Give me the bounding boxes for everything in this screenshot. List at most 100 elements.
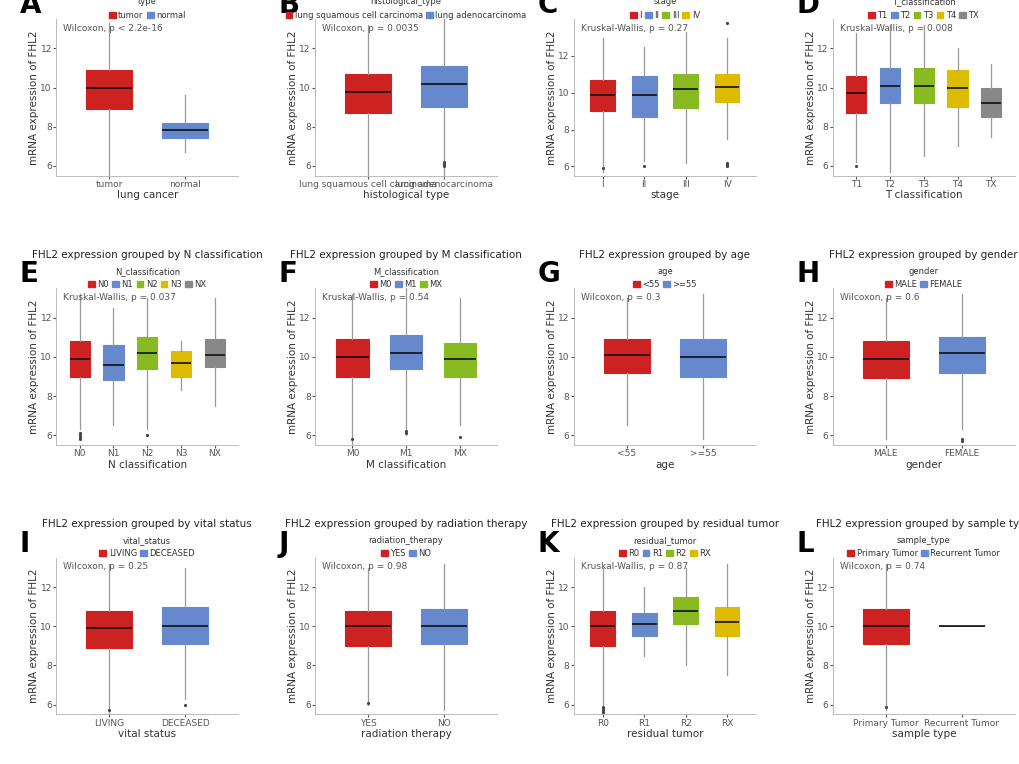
Text: C: C	[537, 0, 557, 19]
Text: Kruskal-Wallis, p = 0.87: Kruskal-Wallis, p = 0.87	[581, 562, 688, 571]
Text: G: G	[537, 261, 559, 288]
PathPatch shape	[389, 335, 422, 369]
PathPatch shape	[631, 76, 656, 117]
Legend: LIVING, DECEASED: LIVING, DECEASED	[99, 536, 196, 559]
Title: FHL2 expression grouped by vital status: FHL2 expression grouped by vital status	[43, 520, 252, 529]
Title: FHL2 expression grouped by N classification: FHL2 expression grouped by N classificat…	[32, 250, 262, 260]
Legend: R0, R1, R2, RX: R0, R1, R2, RX	[618, 536, 711, 559]
X-axis label: residual tumor: residual tumor	[626, 729, 702, 739]
X-axis label: stage: stage	[650, 190, 679, 200]
Legend: MALE, FEMALE: MALE, FEMALE	[883, 266, 962, 290]
PathPatch shape	[336, 339, 368, 377]
Title: FHL2 expression grouped by age: FHL2 expression grouped by age	[579, 250, 750, 260]
Y-axis label: mRNA expression of FHL2: mRNA expression of FHL2	[287, 299, 298, 434]
PathPatch shape	[590, 80, 614, 112]
X-axis label: vital status: vital status	[118, 729, 176, 739]
Text: Wilcoxon, p < 2.2e-16: Wilcoxon, p < 2.2e-16	[63, 24, 163, 33]
PathPatch shape	[714, 74, 739, 102]
Legend: T1, T2, T3, T4, TX: T1, T2, T3, T4, TX	[866, 0, 979, 21]
Legend: M0, M1, MX: M0, M1, MX	[369, 266, 442, 290]
PathPatch shape	[69, 342, 90, 377]
PathPatch shape	[947, 70, 967, 107]
PathPatch shape	[443, 343, 475, 377]
Text: D: D	[796, 0, 818, 19]
PathPatch shape	[87, 610, 131, 648]
Text: I: I	[19, 529, 30, 558]
PathPatch shape	[913, 68, 933, 103]
PathPatch shape	[590, 610, 614, 646]
PathPatch shape	[673, 597, 697, 624]
Text: Kruskal-Wallis, p = 0.54: Kruskal-Wallis, p = 0.54	[322, 293, 429, 302]
X-axis label: sample type: sample type	[891, 729, 955, 739]
Y-axis label: mRNA expression of FHL2: mRNA expression of FHL2	[29, 568, 39, 704]
PathPatch shape	[680, 339, 725, 377]
PathPatch shape	[938, 338, 983, 373]
Y-axis label: mRNA expression of FHL2: mRNA expression of FHL2	[546, 568, 556, 704]
PathPatch shape	[87, 70, 131, 109]
PathPatch shape	[673, 74, 697, 108]
Y-axis label: mRNA expression of FHL2: mRNA expression of FHL2	[805, 299, 815, 434]
Text: J: J	[278, 529, 288, 558]
Text: Wilcoxon, p = 0.25: Wilcoxon, p = 0.25	[63, 562, 149, 571]
PathPatch shape	[862, 342, 908, 378]
PathPatch shape	[205, 339, 224, 367]
PathPatch shape	[162, 123, 208, 138]
PathPatch shape	[862, 609, 908, 644]
Y-axis label: mRNA expression of FHL2: mRNA expression of FHL2	[805, 568, 815, 704]
Legend: tumor, normal: tumor, normal	[108, 0, 186, 21]
Legend: N0, N1, N2, N3, NX: N0, N1, N2, N3, NX	[88, 266, 207, 290]
Title: FHL2 expression grouped by gender: FHL2 expression grouped by gender	[828, 250, 1017, 260]
Text: H: H	[796, 261, 818, 288]
Legend: YES, NO: YES, NO	[368, 536, 444, 559]
Title: FHL2 expression grouped by M classification: FHL2 expression grouped by M classificat…	[289, 250, 522, 260]
PathPatch shape	[137, 338, 157, 369]
PathPatch shape	[846, 76, 865, 113]
Text: Kruskal-Wallis, p = 0.037: Kruskal-Wallis, p = 0.037	[63, 293, 176, 302]
X-axis label: N classification: N classification	[108, 460, 186, 470]
Title: FHL2 expression grouped by residual tumor: FHL2 expression grouped by residual tumo…	[550, 520, 779, 529]
Legend: lung squamous cell carcinoma, lung adenocarcinoma: lung squamous cell carcinoma, lung adeno…	[284, 0, 527, 21]
Text: F: F	[278, 261, 298, 288]
PathPatch shape	[171, 351, 191, 377]
X-axis label: T classification: T classification	[884, 190, 962, 200]
X-axis label: age: age	[654, 460, 674, 470]
Text: Kruskal-Wallis, p = 0.27: Kruskal-Wallis, p = 0.27	[581, 24, 688, 33]
Legend: <55, >=55: <55, >=55	[632, 266, 697, 290]
PathPatch shape	[421, 609, 467, 644]
PathPatch shape	[345, 610, 390, 646]
Y-axis label: mRNA expression of FHL2: mRNA expression of FHL2	[546, 30, 556, 165]
PathPatch shape	[879, 68, 899, 103]
PathPatch shape	[103, 345, 123, 380]
Title: FHL2 expression grouped by radiation therapy: FHL2 expression grouped by radiation the…	[284, 520, 527, 529]
PathPatch shape	[631, 613, 656, 636]
Y-axis label: mRNA expression of FHL2: mRNA expression of FHL2	[805, 30, 815, 165]
X-axis label: gender: gender	[905, 460, 942, 470]
X-axis label: radiation therapy: radiation therapy	[361, 729, 451, 739]
Text: Wilcoxon, p = 0.6: Wilcoxon, p = 0.6	[839, 293, 918, 302]
Text: Wilcoxon, p = 0.0035: Wilcoxon, p = 0.0035	[322, 24, 419, 33]
Y-axis label: mRNA expression of FHL2: mRNA expression of FHL2	[287, 30, 298, 165]
Y-axis label: mRNA expression of FHL2: mRNA expression of FHL2	[287, 568, 298, 704]
Legend: Primary Tumor, Recurrent Tumor: Primary Tumor, Recurrent Tumor	[846, 536, 1000, 559]
X-axis label: histological type: histological type	[363, 190, 448, 200]
Title: FHL2 expression grouped by sample type: FHL2 expression grouped by sample type	[815, 520, 1019, 529]
Text: Wilcoxon, p = 0.3: Wilcoxon, p = 0.3	[581, 293, 660, 302]
X-axis label: lung cancer: lung cancer	[116, 190, 177, 200]
PathPatch shape	[162, 607, 208, 644]
Text: B: B	[278, 0, 300, 19]
PathPatch shape	[714, 607, 739, 636]
Text: A: A	[19, 0, 41, 19]
PathPatch shape	[603, 339, 649, 373]
Text: E: E	[19, 261, 39, 288]
Text: L: L	[796, 529, 813, 558]
Legend: I, II, III, IV: I, II, III, IV	[629, 0, 700, 21]
PathPatch shape	[980, 88, 1001, 117]
X-axis label: M classification: M classification	[366, 460, 445, 470]
Text: Kruskal-Wallis, p = 0.008: Kruskal-Wallis, p = 0.008	[839, 24, 952, 33]
Text: Wilcoxon, p = 0.98: Wilcoxon, p = 0.98	[322, 562, 407, 571]
Y-axis label: mRNA expression of FHL2: mRNA expression of FHL2	[29, 299, 39, 434]
PathPatch shape	[421, 66, 467, 107]
Y-axis label: mRNA expression of FHL2: mRNA expression of FHL2	[29, 30, 39, 165]
Text: K: K	[537, 529, 558, 558]
Y-axis label: mRNA expression of FHL2: mRNA expression of FHL2	[546, 299, 556, 434]
